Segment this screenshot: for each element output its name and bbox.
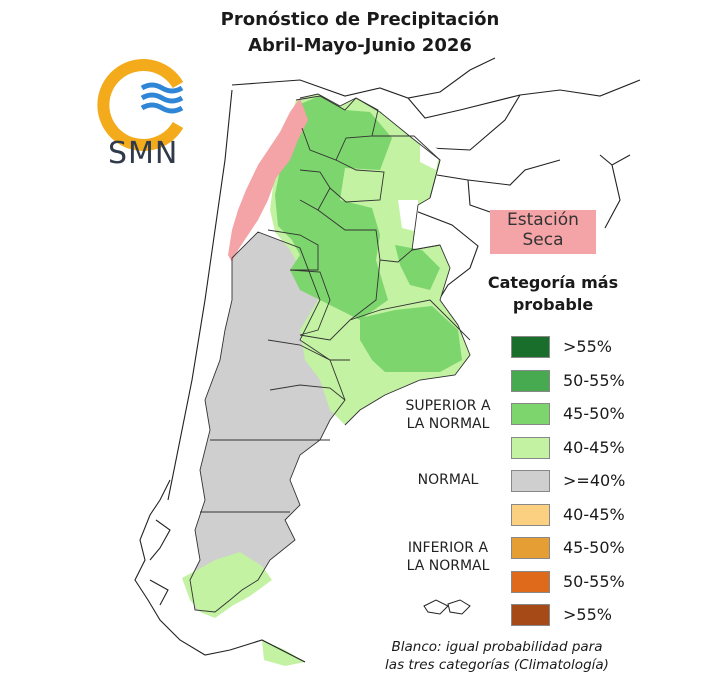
legend-label: >=40%	[563, 471, 626, 490]
legend-label: 40-45%	[563, 437, 625, 457]
legend-swatch	[511, 403, 550, 425]
note-line-1: Blanco: igual probabilidad para	[391, 639, 603, 655]
legend-label: 40-45%	[563, 504, 625, 524]
legend-swatch	[511, 436, 550, 459]
legend-group-above: SUPERIOR A LA NORMAL	[405, 398, 491, 432]
legend-group-below: INFERIOR A LA NORMAL	[406, 540, 490, 574]
legend-swatch	[511, 604, 550, 626]
climatology-note: Blanco: igual probabilidad para las tres…	[372, 638, 622, 674]
legend-label: 50-55%	[563, 571, 625, 591]
title-line-1: Pronóstico de Precipitación	[220, 9, 500, 30]
legend-swatch	[511, 369, 550, 392]
malvinas-islands	[423, 599, 471, 615]
dry-season-label: Estación Seca	[490, 210, 596, 254]
region-above-45-50	[275, 96, 392, 320]
dry-season-text: Estación Seca	[507, 210, 579, 250]
legend-swatch	[511, 336, 550, 358]
legend-swatch	[511, 570, 550, 593]
title-line-2: Abril-Mayo-Junio 2026	[248, 35, 472, 56]
legend-label: 45-50%	[563, 404, 625, 423]
legend-swatch	[511, 537, 550, 559]
legend-label: >55%	[563, 605, 612, 624]
legend-swatch	[511, 470, 550, 492]
legend-label: 45-50%	[563, 538, 625, 557]
legend-label: 50-55%	[563, 370, 625, 390]
province-borders	[189, 93, 471, 613]
legend-group-normal: NORMAL	[417, 472, 479, 488]
smn-logo	[97, 59, 184, 151]
neighbor-borders	[167, 57, 641, 501]
chile-coastline	[134, 479, 306, 663]
note-line-2: las tres categorías (Climatología)	[385, 657, 609, 673]
region-dry-season	[228, 98, 308, 262]
legend-title: Categoría más probable	[487, 273, 619, 314]
legend-label: >55%	[563, 337, 612, 356]
region-above-40-45-south	[182, 552, 272, 618]
smn-logo-text: SMN	[108, 136, 179, 171]
legend-swatch	[511, 503, 550, 526]
